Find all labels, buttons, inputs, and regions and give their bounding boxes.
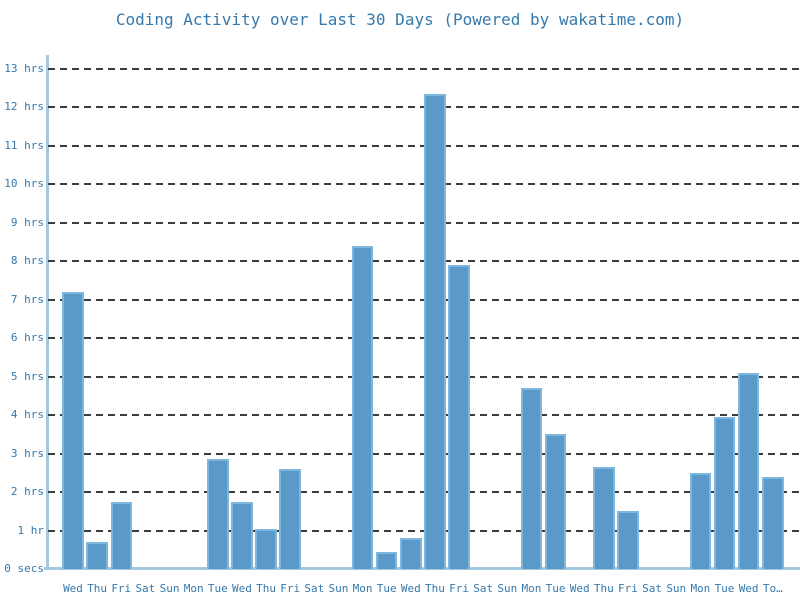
gridline [48, 260, 800, 262]
x-tick-label: Mon [690, 582, 711, 595]
x-tick-label: Thu [256, 582, 276, 595]
bar [689, 472, 712, 569]
x-tick-label: Sat [473, 582, 494, 595]
y-tick-label: 7 hrs [10, 292, 44, 306]
x-tick-label: Tue [376, 582, 397, 595]
gridline [48, 183, 800, 185]
y-tick-label: 9 hrs [10, 215, 44, 229]
bar [424, 93, 446, 569]
x-tick-label: Thu [425, 582, 445, 595]
y-tick-label: 8 hrs [10, 254, 44, 267]
x-tick-label: Mon [183, 582, 204, 595]
x-tick-label: To… [762, 582, 783, 595]
bar [400, 538, 422, 569]
x-tick-label: Tue [714, 582, 735, 595]
gridline [48, 67, 800, 70]
x-tick-label: Sun [159, 582, 180, 595]
bar [593, 466, 615, 569]
bar [86, 542, 108, 569]
x-tick-label: Sun [666, 582, 687, 595]
bar [737, 372, 760, 569]
bar [617, 511, 639, 569]
x-tick-label: Wed [738, 582, 759, 595]
y-axis-line [46, 55, 49, 570]
bar [448, 264, 470, 569]
gridline [48, 337, 800, 339]
x-tick-label: Thu [87, 582, 108, 595]
y-tick-label: 11 hrs [4, 138, 44, 152]
x-tick-label: Sat [642, 582, 663, 595]
x-tick-label: Wed [231, 582, 252, 595]
gridline [48, 106, 800, 108]
x-tick-label: Tue [545, 582, 566, 595]
x-tick-label: Tue [207, 582, 228, 595]
bar [62, 291, 84, 569]
y-tick-label: 12 hrs [4, 100, 44, 113]
gridline [48, 221, 800, 224]
y-tick-label: 4 hrs [10, 408, 44, 421]
x-tick-label: Fri [280, 582, 301, 595]
x-tick-label: Fri [111, 582, 132, 595]
bar [375, 551, 398, 569]
bar [279, 468, 301, 569]
x-tick-label: Sun [328, 582, 349, 595]
bar [110, 501, 132, 569]
gridline [48, 414, 800, 416]
y-tick-label: 5 hrs [10, 369, 44, 383]
y-tick-label: 10 hrs [4, 177, 44, 190]
x-tick-label: Mon [352, 582, 373, 595]
gridline [48, 298, 800, 301]
gridline [48, 144, 800, 147]
bar [762, 476, 784, 569]
gridline [48, 529, 800, 532]
x-tick-label: Wed [63, 582, 83, 595]
x-tick-label: Sat [135, 582, 156, 595]
gridline [48, 375, 800, 378]
bar [255, 528, 277, 569]
x-tick-label: Mon [521, 582, 542, 595]
x-tick-label: Sun [497, 582, 518, 595]
chart-title: Coding Activity over Last 30 Days (Power… [115, 10, 685, 29]
y-tick-label: 6 hrs [10, 331, 44, 344]
y-tick-label: 13 hrs [4, 61, 44, 75]
x-tick-label: Fri [449, 582, 470, 595]
x-axis-line [44, 567, 800, 570]
bar [207, 459, 229, 569]
x-tick-label: Thu [593, 582, 614, 595]
x-tick-label: Wed [400, 582, 421, 595]
bar [544, 434, 567, 569]
y-tick-label: 2 hrs [10, 485, 44, 498]
gridline [48, 452, 800, 455]
gridline [48, 491, 800, 493]
y-tick-label: 1 hr [17, 523, 45, 537]
bar [520, 388, 543, 569]
bar [713, 416, 736, 569]
x-tick-label: Fri [618, 582, 638, 595]
bar [231, 501, 253, 569]
x-tick-label: Sat [304, 582, 325, 595]
x-tick-label: Wed [569, 582, 590, 595]
y-tick-label: 0 secs [4, 562, 44, 575]
bar [351, 245, 374, 569]
y-tick-label: 3 hrs [10, 446, 44, 460]
